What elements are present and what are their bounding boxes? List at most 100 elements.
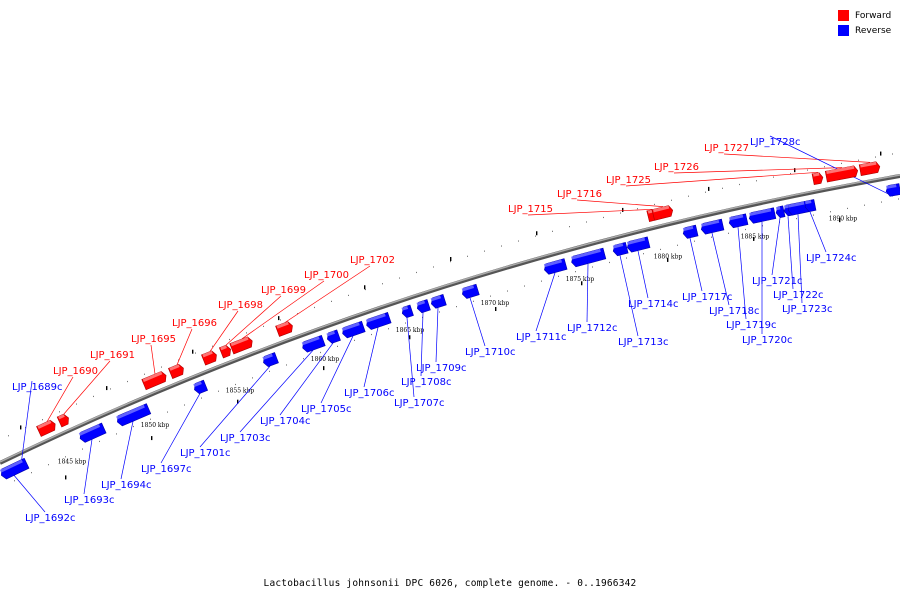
gene-label-LJP_1723c: LJP_1723c: [782, 304, 833, 315]
tick-dot: [688, 195, 689, 197]
leader-LJP_1713c: [619, 255, 639, 337]
gene-label-LJP_1708c: LJP_1708c: [401, 377, 452, 388]
gene-block-LJP_1708c: [416, 299, 431, 314]
major-tick: [151, 436, 153, 441]
tick-dot: [722, 187, 723, 189]
tick-dot: [161, 366, 162, 368]
tick-dot: [524, 285, 525, 287]
tick-dot: [535, 235, 536, 237]
leader-LJP_1724c: [809, 211, 827, 253]
leader-LJP_1721c: [771, 218, 781, 276]
gene-label-LJP_1727: LJP_1727: [704, 143, 749, 154]
major-tick: [409, 335, 411, 340]
tick-dot: [184, 404, 185, 406]
major-tick: [20, 425, 22, 430]
tick-dot: [388, 328, 389, 330]
gene-highlight: [416, 300, 426, 306]
gene-block-LJP_1693c: [78, 422, 107, 443]
major-tick: [450, 257, 452, 262]
tick-dot: [773, 176, 774, 178]
tick-dot: [280, 319, 281, 321]
scale-tick-label: 1880 kbp: [654, 253, 683, 260]
gene-label-LJP_1701c: LJP_1701c: [180, 448, 231, 459]
gene-highlight: [58, 414, 65, 420]
leader-LJP_1708c: [420, 312, 424, 377]
tick-dot: [756, 180, 757, 182]
gene-highlight: [886, 184, 897, 189]
tick-dot: [484, 250, 485, 252]
scale-tick-label: 1885 kbp: [741, 233, 770, 240]
tick-dot: [762, 225, 763, 227]
gene-highlight: [142, 371, 163, 382]
gene-label-LJP_1699: LJP_1699: [261, 285, 306, 296]
major-tick: [323, 366, 325, 371]
tick-dot: [195, 352, 196, 354]
tick-dot: [603, 216, 604, 219]
tick-dot: [660, 248, 661, 251]
gene-label-LJP_1702: LJP_1702: [350, 255, 395, 266]
tick-dot: [331, 300, 332, 302]
tick-dot: [705, 191, 706, 193]
gene-label-LJP_1693c: LJP_1693c: [64, 495, 115, 506]
gene-highlight: [169, 364, 180, 371]
gene-block-LJP_1714c: [626, 236, 651, 253]
tick-dot: [654, 203, 655, 206]
gene-label-LJP_1717c: LJP_1717c: [682, 292, 733, 303]
leader-LJP_1726: [673, 167, 843, 174]
gene-highlight: [430, 295, 442, 302]
gene-highlight: [116, 404, 145, 420]
gene-block-LJP_1703c: [301, 334, 326, 353]
tick-dot: [694, 240, 695, 242]
tick-dot: [314, 306, 315, 309]
gene-block-LJP_1726: [824, 165, 859, 183]
tick-dot: [93, 395, 94, 398]
major-tick: [794, 168, 796, 173]
gene-label-LJP_1709c: LJP_1709c: [416, 363, 467, 374]
tick-dot: [133, 425, 134, 428]
gene-block-LJP_1728c: [885, 183, 900, 197]
tick-dot: [65, 456, 66, 458]
leader-LJP_1703c: [239, 350, 314, 433]
tick-dot: [858, 159, 859, 161]
gene-label-LJP_1711c: LJP_1711c: [516, 332, 567, 343]
tick-dot: [110, 388, 111, 390]
gene-block-LJP_1707c: [401, 304, 414, 319]
major-tick: [581, 281, 583, 286]
backbone-shadow: [0, 174, 900, 465]
gene-block-LJP_1706c: [365, 312, 392, 330]
tick-dot: [116, 433, 117, 435]
major-tick: [106, 386, 108, 391]
tick-dot: [671, 199, 672, 201]
tick-dot: [354, 339, 355, 342]
scale-tick-label: 1855 kbp: [226, 388, 255, 395]
leader-LJP_1706c: [363, 327, 379, 388]
gene-block-LJP_1721c: [775, 205, 786, 218]
major-tick: [536, 231, 538, 236]
leader-LJP_1727: [723, 153, 871, 163]
gene-highlight: [652, 205, 670, 213]
tick-dot: [637, 208, 638, 210]
gene-labels: LJP_1689c LJP_1690 LJP_1691 LJP_1692c LJP_16…: [12, 137, 857, 524]
gene-highlight: [202, 350, 213, 358]
gene-highlight: [220, 345, 227, 351]
gene-block-LJP_1691: [56, 413, 69, 428]
gene-label-LJP_1692c: LJP_1692c: [25, 513, 76, 524]
tick-dot: [416, 271, 417, 274]
tick-dot: [575, 271, 576, 273]
gene-highlight: [230, 336, 249, 347]
tick-dot: [898, 198, 899, 200]
tick-dot: [552, 230, 553, 232]
tick-dot: [467, 255, 468, 257]
legend-forward: Forward: [838, 8, 891, 23]
gene-highlight: [262, 353, 273, 360]
gene-block-LJP_1700: [229, 336, 253, 355]
tick-dot: [875, 156, 876, 158]
tick-dot: [813, 214, 814, 216]
tick-dot: [218, 390, 219, 392]
gene-highlight: [612, 243, 624, 249]
gene-label-LJP_1710c: LJP_1710c: [465, 347, 516, 358]
gene-label-LJP_1706c: LJP_1706c: [344, 388, 395, 399]
leader-LJP_1699: [225, 295, 282, 346]
leader-LJP_1702: [284, 265, 371, 323]
leader-LJP_1711c: [535, 272, 556, 332]
